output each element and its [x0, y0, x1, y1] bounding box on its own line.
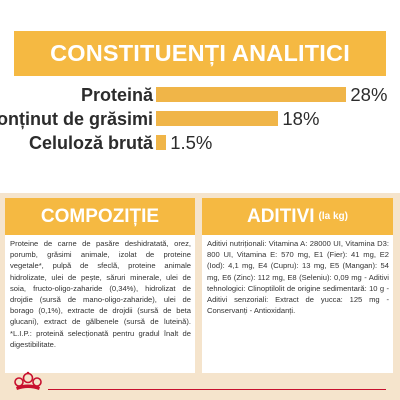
analytic-constituents-header: CONSTITUENȚI ANALITICI	[14, 31, 386, 76]
nutrient-bar	[156, 135, 167, 150]
nutrient-label: Proteină	[80, 85, 153, 105]
additives-title: ADITIVI	[246, 205, 315, 227]
nutrient-row-fiber: Celuloză brută 1.5%	[0, 130, 400, 156]
nutrient-label: Celuloză brută	[28, 133, 153, 153]
additives-text: Aditivi nutriționali: Vitamina A: 28000 …	[207, 239, 389, 316]
nutrient-bar	[156, 111, 279, 126]
additives-text-box: Aditivi nutriționali: Vitamina A: 28000 …	[202, 235, 393, 373]
nutrient-value: 18%	[282, 108, 320, 129]
composition-header: COMPOZIȚIE	[5, 198, 195, 235]
royal-canin-crown-logo	[14, 371, 42, 390]
composition-text-box: Proteine de carne de pasăre deshidratată…	[5, 235, 195, 373]
nutrient-bar	[156, 87, 347, 102]
analytic-constituents-title: CONSTITUENȚI ANALITICI	[50, 40, 350, 66]
nutrient-value: 1.5%	[170, 132, 213, 153]
nutrient-value: 28%	[350, 84, 388, 105]
nutrient-row-protein: Proteină 28%	[0, 82, 400, 108]
additives-unit: (la kg)	[318, 211, 348, 222]
footer-divider	[48, 389, 386, 390]
composition-title: COMPOZIȚIE	[40, 205, 160, 227]
additives-header: ADITIVI (la kg)	[202, 198, 393, 235]
composition-text: Proteine de carne de pasăre deshidratată…	[10, 239, 191, 349]
nutrient-label: Conținut de grăsimi	[0, 109, 153, 129]
nutrient-row-fat: Conținut de grăsimi 18%	[0, 106, 400, 132]
